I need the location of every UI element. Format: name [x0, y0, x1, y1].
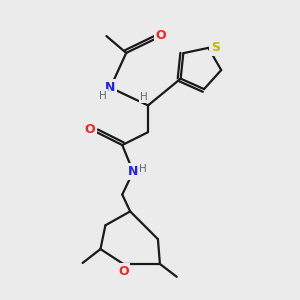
Text: N: N: [105, 81, 116, 94]
Text: H: H: [99, 91, 106, 100]
Text: O: O: [84, 123, 95, 136]
Text: O: O: [118, 266, 129, 278]
Text: N: N: [128, 165, 138, 178]
Text: O: O: [156, 28, 166, 42]
Text: H: H: [140, 92, 148, 101]
Text: H: H: [139, 164, 147, 174]
Text: S: S: [211, 41, 220, 54]
